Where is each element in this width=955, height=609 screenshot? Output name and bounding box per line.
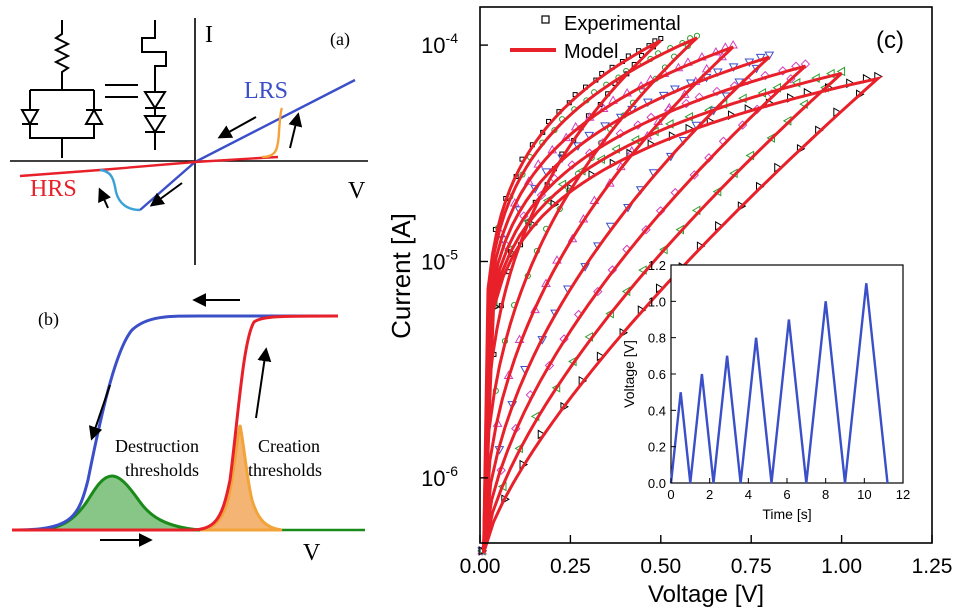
circuit-symbol [20, 20, 167, 158]
model-curve [482, 71, 843, 554]
inset-x-tick-label: 6 [783, 487, 790, 502]
inset-y-tick-label: 0.8 [648, 331, 666, 346]
inset-x-axis-label: Time [s] [762, 506, 811, 522]
arrow-up-reset [98, 187, 111, 209]
panel-c: 0.00 0.25 0.50 0.75 1.00 1.25 10-610-510-4 Vo… [386, 6, 953, 608]
model-curve [482, 55, 771, 554]
main-x-axis-label: Voltage [V] [648, 581, 764, 608]
panel-b-axis-v-label: V [303, 540, 321, 566]
panel-a-axis-i-label: I [205, 22, 213, 48]
inset-voltage-line [669, 283, 889, 484]
inset-y-tick-label: 0.0 [648, 476, 666, 491]
main-x-tick-label: 0.50 [640, 555, 681, 578]
main-y-axis-label: Current [A] [386, 213, 416, 339]
inset-x-tick-label: 4 [745, 487, 752, 502]
arrow-down-left-top [217, 116, 257, 139]
inset-y-tick-label: 1.0 [648, 294, 666, 309]
main-x-ticks: 0.00 0.25 0.50 0.75 1.00 1.25 [460, 535, 953, 578]
main-y-tick-label: 10-5 [421, 246, 458, 274]
main-x-tick-label: 1.25 [912, 555, 953, 578]
panel-a-label: (a) [330, 29, 350, 50]
creation-label-1: Creation [258, 436, 320, 456]
arrow-down-left-bottom [149, 182, 183, 207]
model-curve [482, 36, 699, 553]
inset-x-tick-label: 12 [896, 487, 910, 502]
legend-experimental-label: Experimental [564, 13, 681, 35]
panel-c-label: (c) [876, 27, 904, 54]
lrs-label: LRS [244, 78, 288, 104]
inset-y-tick-label: 0.6 [648, 367, 666, 382]
experimental-marker [778, 66, 788, 76]
creation-distribution [199, 424, 283, 532]
main-x-tick-label: 0.25 [550, 555, 591, 578]
experimental-marker [764, 51, 775, 61]
main-y-tick-label: 10-4 [421, 30, 458, 58]
inset-y-axis-label: Voltage [V] [621, 340, 637, 408]
inset-y-tick-label: 1.2 [648, 258, 666, 273]
inset-x-tick-label: 0 [667, 487, 674, 502]
inset-x-tick-label: 8 [822, 487, 829, 502]
model-curve [482, 64, 807, 554]
experimental-marker [712, 86, 722, 97]
legend-model-label: Model [564, 41, 618, 63]
legend: Experimental Model [510, 13, 681, 63]
destruction-sigmoid [11, 314, 338, 532]
main-x-tick-label: 1.00 [821, 555, 862, 578]
main-y-tick-label: 10-6 [421, 463, 458, 491]
main-y-ticks: 10-6 10-5 10-4 [421, 30, 488, 491]
experimental-marker [496, 465, 506, 475]
inset-x-tick-label: 2 [706, 487, 713, 502]
inset-x-ticks: 0 2 4 6 8 10 12 [667, 478, 910, 502]
experimental-marker [760, 70, 770, 81]
experimental-marker [681, 98, 691, 109]
creation-sigmoid [12, 314, 339, 532]
experimental-marker [544, 360, 555, 371]
panel-a: I V (a) LRS HRS [10, 18, 368, 265]
arrow-blue-down [88, 384, 111, 441]
inset-y-tick-label: 0.4 [648, 403, 666, 418]
creation-label-2: thresholds [248, 460, 322, 480]
main-x-tick-label: 0.75 [731, 555, 772, 578]
main-x-tick-label: 0.00 [460, 555, 501, 578]
experimental-marker [567, 233, 578, 243]
model-curve [482, 75, 884, 554]
arrow-red-up [255, 347, 272, 419]
legend-experimental-marker [541, 15, 550, 24]
destruction-label-2: thresholds [125, 460, 199, 480]
destruction-distribution [39, 474, 201, 532]
inset-chart: 0 2 4 6 8 10 12 0.0 0.2 0.4 0.6 0.8 1.0 1.2 Time [s]… [621, 258, 910, 522]
inset-y-tick-label: 0.2 [648, 440, 666, 455]
main-plot-frame [479, 6, 933, 544]
panel-b-label: (b) [38, 309, 59, 330]
model-curves [482, 36, 884, 554]
hrs-curve [19, 155, 279, 178]
panel-a-axis-v-label: V [348, 178, 366, 204]
model-curve [482, 45, 735, 554]
arrow-up-set [288, 112, 303, 149]
hrs-label: HRS [30, 176, 77, 202]
inset-y-ticks: 0.0 0.2 0.4 0.6 0.8 1.0 1.2 [648, 258, 676, 491]
model-curve [482, 39, 662, 553]
inset-x-tick-label: 10 [857, 487, 871, 502]
experimental-marker [791, 61, 801, 71]
panel-b: (b) V Destruction thresholds Creation th… [11, 293, 365, 566]
destruction-label-1: Destruction [115, 436, 199, 456]
experimental-marker [615, 128, 626, 139]
set-transition [261, 107, 284, 159]
reset-transition [99, 168, 141, 212]
